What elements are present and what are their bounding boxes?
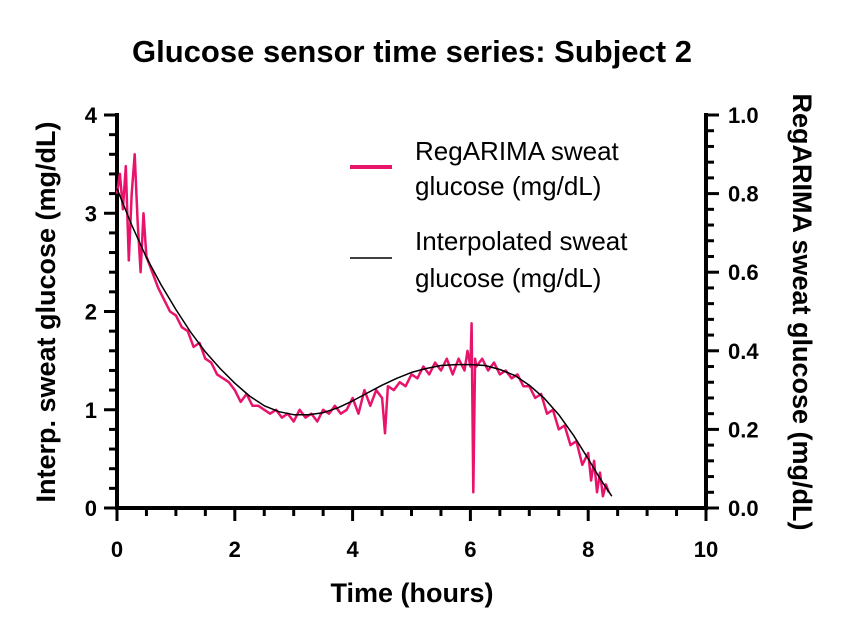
- x-tick-label: 6: [464, 537, 476, 562]
- y-axis-left: 0 1 2 3 4: [85, 103, 119, 521]
- legend-label-regarima-line2: glucose (mg/dL): [415, 171, 601, 201]
- x-tick-label: 0: [111, 537, 123, 562]
- x-axis-title: Time (hours): [330, 578, 493, 608]
- legend-label-interpolated-line1: Interpolated sweat: [415, 226, 628, 256]
- y-left-tick-label: 0: [85, 496, 97, 521]
- y-right-tick-label: 0.6: [728, 260, 759, 285]
- x-tick-label: 4: [346, 537, 359, 562]
- y-right-tick-label: 0.0: [728, 496, 759, 521]
- x-tick-label: 10: [694, 537, 718, 562]
- y-axis-right: 0.0 0.2 0.4 0.6 0.8 1.0: [704, 103, 759, 521]
- x-axis: 0 2 4 6 8 10: [111, 506, 718, 562]
- y-left-tick-label: 2: [85, 300, 97, 325]
- x-tick-label: 8: [582, 537, 594, 562]
- y-right-tick-label: 0.4: [728, 339, 759, 364]
- y-right-tick-label: 0.8: [728, 182, 759, 207]
- series-line-interpolated: [116, 188, 613, 497]
- y-left-tick-label: 3: [85, 201, 97, 226]
- legend: RegARIMA sweat glucose (mg/dL) Interpola…: [350, 136, 628, 293]
- y-right-tick-label: 0.2: [728, 417, 759, 442]
- y-right-tick-label: 1.0: [728, 103, 759, 128]
- legend-label-regarima-line1: RegARIMA sweat: [415, 136, 620, 166]
- plot-series: [115, 153, 613, 498]
- y-axis-left-title: Interp. sweat glucose (mg/dL): [31, 121, 61, 502]
- y-axis-right-title: RegARIMA sweat glucose (mg/dL): [787, 93, 817, 530]
- series-line-regarima: [115, 153, 610, 498]
- y-left-tick-label: 1: [85, 398, 97, 423]
- x-tick-label: 2: [229, 537, 241, 562]
- chart-title: Glucose sensor time series: Subject 2: [132, 34, 692, 69]
- legend-label-interpolated-line2: glucose (mg/dL): [415, 263, 601, 293]
- y-left-tick-label: 4: [85, 103, 98, 128]
